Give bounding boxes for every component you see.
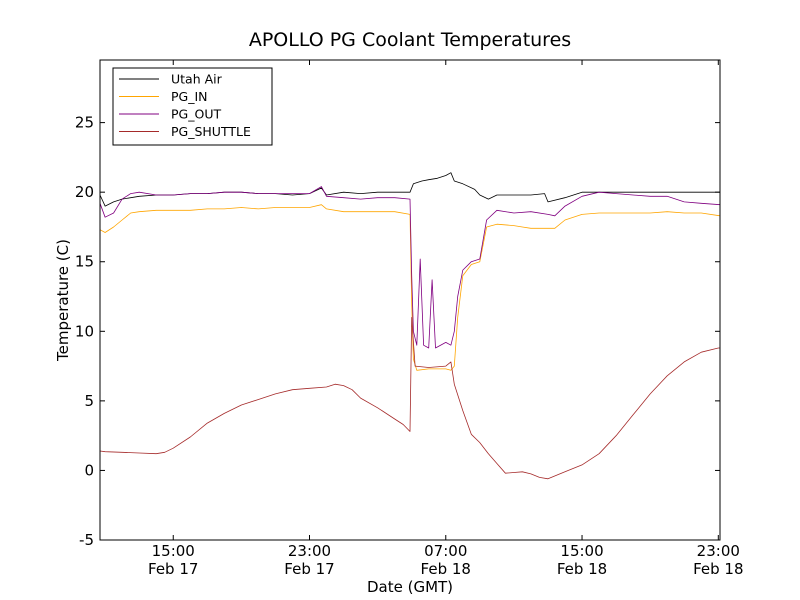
y-tick-label: -5 (79, 531, 94, 549)
legend-label: PG_SHUTTLE (171, 124, 251, 139)
y-tick-label: 10 (75, 322, 94, 340)
x-tick-label-time: 15:00 (152, 542, 195, 560)
x-tick-label-time: 23:00 (288, 542, 331, 560)
legend-label: PG_IN (171, 89, 208, 104)
y-tick-label: 5 (84, 392, 94, 410)
plot-frame (99, 59, 721, 541)
y-tick-label: 15 (75, 253, 94, 271)
x-axis-label: Date (GMT) (367, 578, 453, 596)
legend-box (112, 67, 273, 146)
x-tick-label-date: Feb 17 (148, 560, 198, 578)
x-tick-label-time: 15:00 (560, 542, 603, 560)
series-line-pg-out (99, 186, 721, 349)
series-layer (99, 172, 721, 480)
legend: Utah Air PG_IN PG_OUT PG_SHUTTLE (112, 67, 273, 146)
x-tick-label-date: Feb 18 (693, 560, 743, 578)
y-tick-label: 0 (84, 461, 94, 479)
legend-label: PG_OUT (171, 107, 221, 122)
y-axis-label: Temperature (C) (54, 239, 72, 362)
legend-label: Utah Air (171, 72, 223, 87)
x-tick-label-date: Feb 18 (421, 560, 471, 578)
x-tick-label-date: Feb 18 (557, 560, 607, 578)
x-tick-label-date: Feb 17 (284, 560, 334, 578)
y-tick-label: 25 (75, 114, 94, 132)
x-tick-label-time: 23:00 (697, 542, 740, 560)
series-line-pg-shuttle (99, 316, 720, 480)
series-line-pg-in (99, 204, 721, 371)
x-tick-label-time: 07:00 (424, 542, 467, 560)
y-tick-label: 20 (75, 183, 94, 201)
y-axis: -5 0 5 10 15 20 25 (75, 114, 720, 549)
chart-title: APOLLO PG Coolant Temperatures (249, 29, 571, 51)
